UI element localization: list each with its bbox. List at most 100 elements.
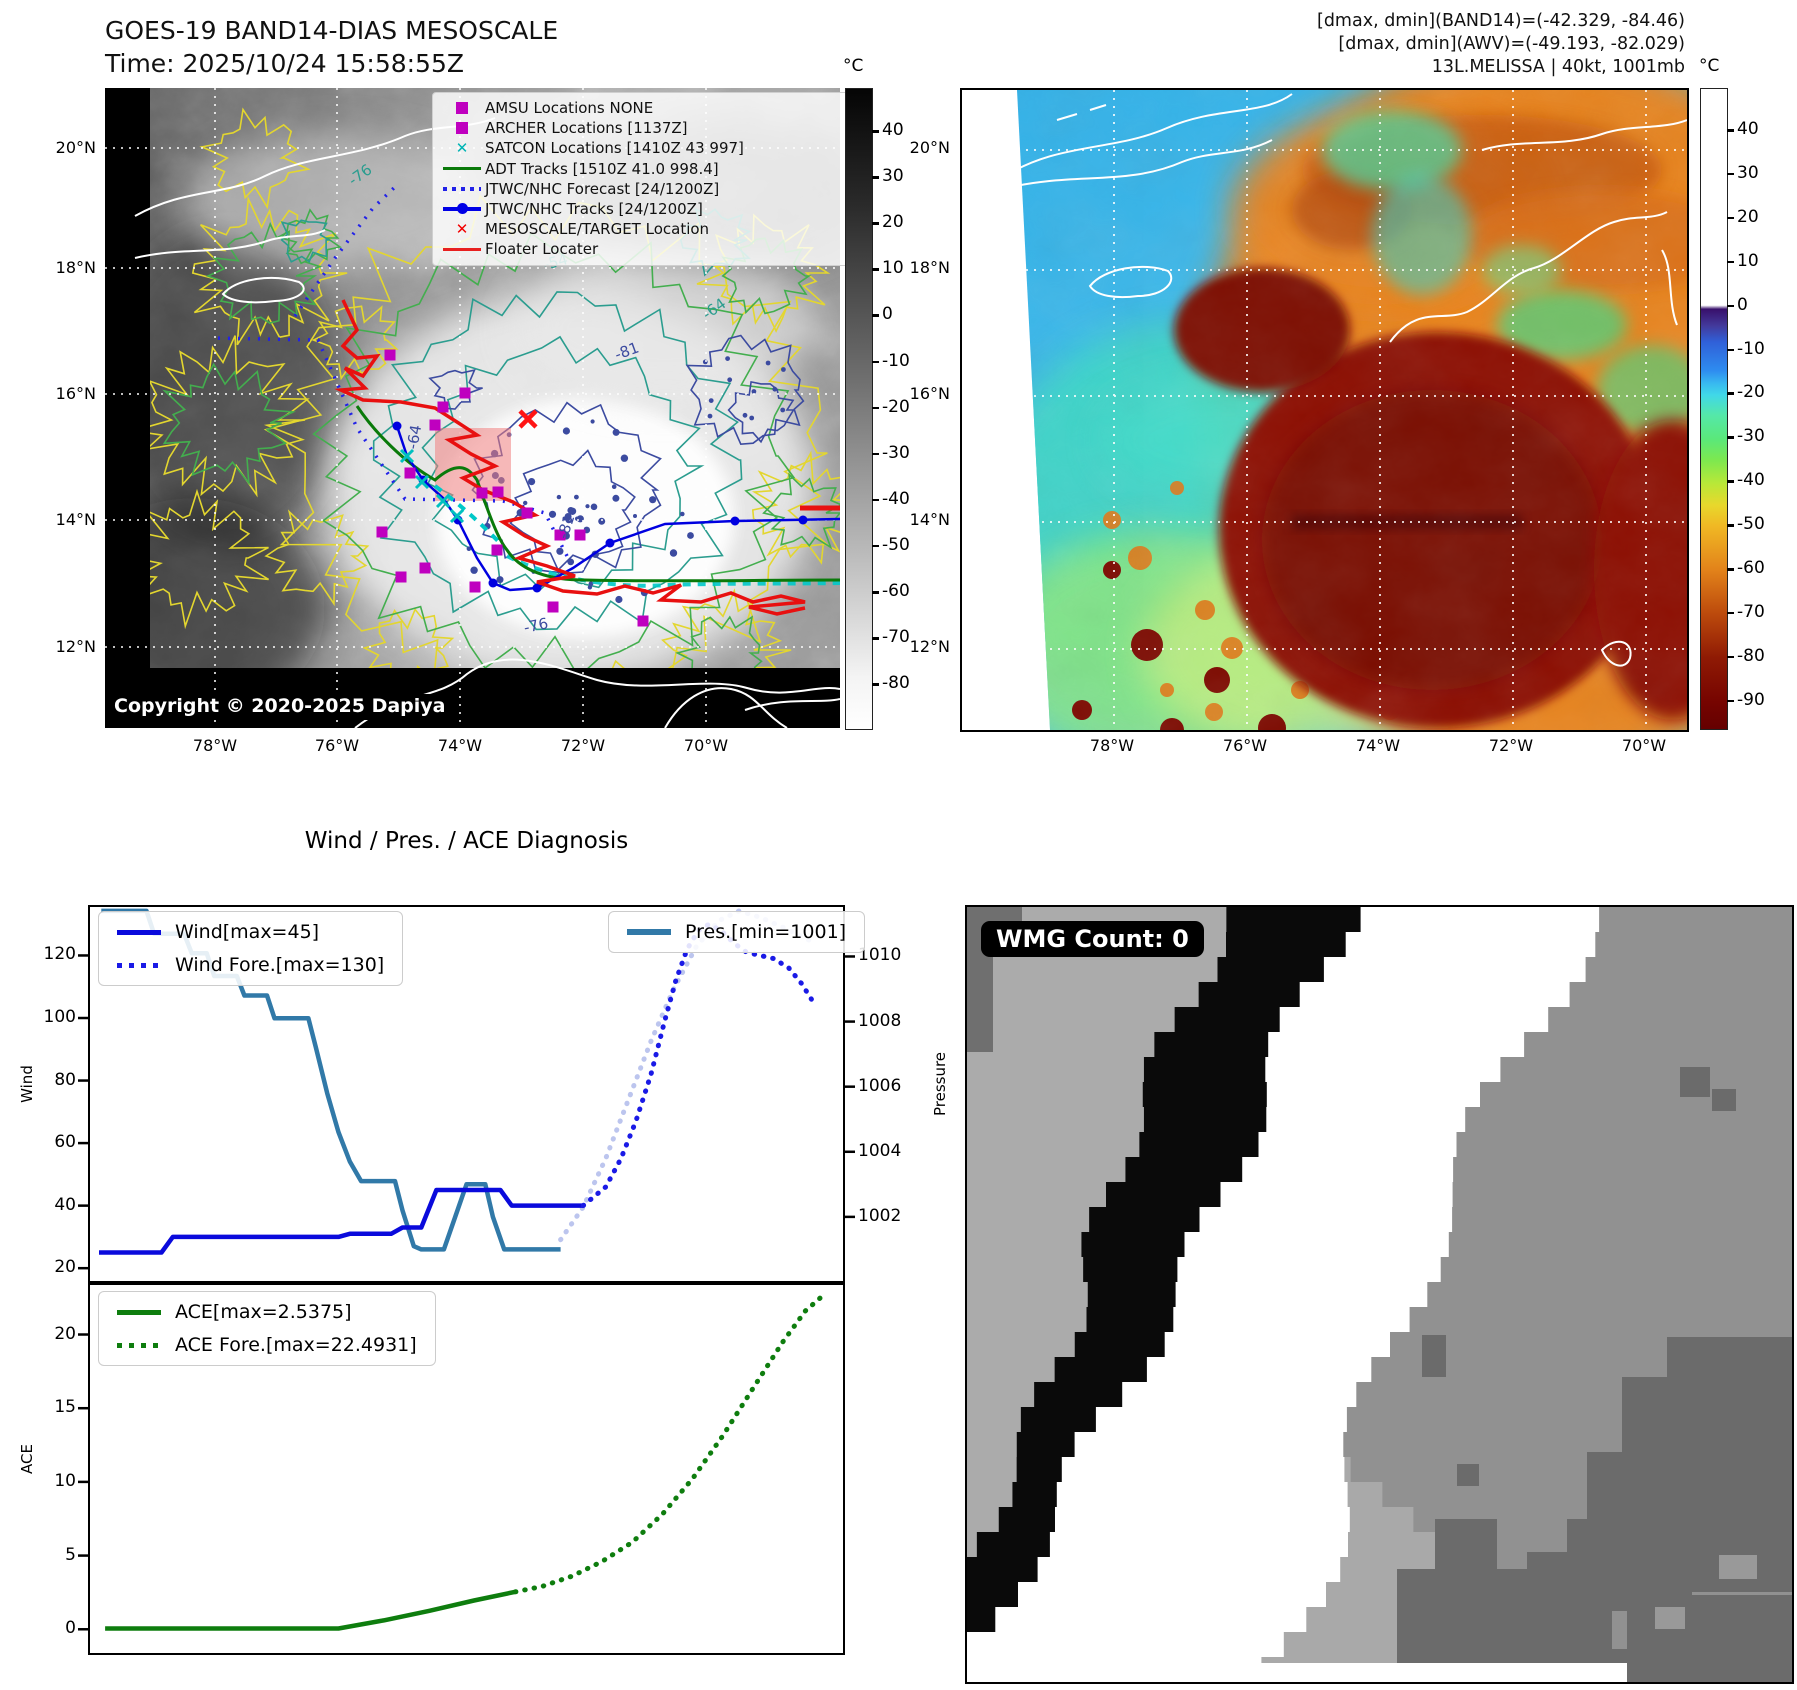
awv-colorbar-tick-label: -70 xyxy=(1737,601,1765,622)
awv-lon-tick: 78°W xyxy=(1089,736,1135,755)
forecast-dotted-line-icon xyxy=(443,187,481,191)
awv-map xyxy=(960,88,1689,732)
legend-item-adt: ADT Tracks [1510Z 41.0 998.4] xyxy=(439,159,846,179)
awv-lon-tick: 70°W xyxy=(1621,736,1667,755)
awv-colorbar-tick-label: -80 xyxy=(1737,645,1765,666)
band14-lon-tick: 70°W xyxy=(683,736,729,755)
awv-lat-tick: 14°N xyxy=(909,510,950,529)
legend-label: Wind[max=45] xyxy=(175,921,320,943)
awv-map-canvas xyxy=(962,90,1688,730)
awv-title-block: [dmax, dmin](BAND14)=(-42.329, -84.46) [… xyxy=(1100,10,1685,79)
satcon-track-2 xyxy=(433,484,502,545)
awv-colorbar-tick-label: -50 xyxy=(1737,514,1765,535)
band14-colorbar-tick-label: -60 xyxy=(882,581,910,601)
ace-forecast-dotted-icon xyxy=(117,1342,161,1348)
coastlines xyxy=(1001,93,1688,667)
band14-colorbar-tick-label: -20 xyxy=(882,396,910,417)
wmg-count-badge: WMG Count: 0 xyxy=(981,921,1204,957)
awv-lat-tick: 16°N xyxy=(909,384,950,403)
awv-lon-tick: 74°W xyxy=(1355,736,1401,755)
band14-lon-tick: 76°W xyxy=(314,736,360,755)
legend-item-ace: ACE[max=2.5375] xyxy=(117,1301,417,1323)
awv-colorbar-tick-label: -40 xyxy=(1737,470,1765,491)
legend-item-wind: Wind[max=45] xyxy=(117,921,384,943)
awv-colorbar-tick-mark xyxy=(1727,611,1734,615)
floater-track xyxy=(334,299,806,616)
pressure-line-icon xyxy=(627,929,671,935)
awv-colorbar xyxy=(1700,88,1728,730)
ace-line-icon xyxy=(117,1309,161,1315)
y-tick-label: 1002 xyxy=(858,1205,902,1226)
awv-colorbar-tick-label: 0 xyxy=(1737,294,1748,315)
band14-colorbar-tick-mark xyxy=(872,591,879,594)
legend-label: JTWC/NHC Forecast [24/1200Z] xyxy=(485,179,720,198)
y-tick-label: 20 xyxy=(54,1257,76,1278)
band14-colorbar-tick-label: 20 xyxy=(882,212,904,233)
band14-colorbar-tick-mark xyxy=(872,452,879,456)
satcon-x-markers xyxy=(399,448,465,524)
pressure-axis-label: Pressure xyxy=(931,1051,949,1117)
band14-colorbar-tick-label: -10 xyxy=(882,350,910,371)
band14-lat-tick: 20°N xyxy=(55,138,96,157)
awv-colorbar-tick-label: -60 xyxy=(1737,558,1765,578)
awv-colorbar-tick-label: -90 xyxy=(1737,689,1765,710)
awv-colorbar-tick-mark xyxy=(1727,480,1734,483)
awv-lat-tick: 20°N xyxy=(909,138,950,157)
y-tick-label: 120 xyxy=(43,944,76,965)
target-x-icon: ✕ xyxy=(455,220,469,239)
legend-item-forecast: JTWC/NHC Forecast [24/1200Z] xyxy=(439,179,846,199)
band14-title: GOES-19 BAND14-DIAS MESOSCALE xyxy=(105,16,559,45)
awv-colorbar-tick-mark xyxy=(1727,172,1734,176)
awv-colorbar-tick-mark xyxy=(1727,655,1734,659)
jtwc-forecast-track-n xyxy=(293,183,399,317)
awv-colorbar-tick-label: 20 xyxy=(1737,206,1759,227)
legend-label: MESOSCALE/TARGET Location xyxy=(485,220,710,239)
legend-label: ACE[max=2.5375] xyxy=(175,1301,352,1323)
legend-label: ADT Tracks [1510Z 41.0 998.4] xyxy=(485,159,719,178)
band14-colorbar-tick-label: 0 xyxy=(882,304,893,325)
band14-colorbar-tick-mark xyxy=(872,268,879,271)
wind-pressure-chart xyxy=(78,905,855,1283)
legend-item-floater: Floater Locater xyxy=(439,239,846,259)
band14-colorbar-tick-mark xyxy=(872,544,879,548)
awv-colorbar-tick-label: -20 xyxy=(1737,382,1765,403)
band14-colorbar-tick-mark xyxy=(872,637,879,640)
y-tick-label: 5 xyxy=(65,1544,76,1565)
awv-colorbar-tick-label: 40 xyxy=(1737,119,1759,139)
legend-label: Floater Locater xyxy=(485,240,599,259)
series-Wind[max=45] xyxy=(99,1187,584,1255)
band14-colorbar-tick-mark xyxy=(872,683,879,686)
series-ACE Fore.[max=22.4931] xyxy=(512,1295,823,1595)
legend-label: SATCON Locations [1410Z 43 997] xyxy=(485,139,744,158)
awv-lon-tick: 76°W xyxy=(1222,736,1268,755)
band14-colorbar-tick-label: 10 xyxy=(882,258,904,279)
adt-line-icon xyxy=(443,166,481,171)
awv-colorbar-tick-mark xyxy=(1727,304,1734,308)
wind-forecast-dotted-icon xyxy=(117,962,161,968)
awv-lat-tick: 12°N xyxy=(909,637,950,656)
band14-colorbar-tick-label: -30 xyxy=(882,442,910,463)
diagnosis-title: Wind / Pres. / ACE Diagnosis xyxy=(304,828,629,854)
wmg-canvas xyxy=(967,907,1792,1682)
awv-title-line: [dmax, dmin](BAND14)=(-42.329, -84.46) xyxy=(1317,11,1685,31)
legend-label: JTWC/NHC Tracks [24/1200Z] xyxy=(485,200,703,219)
awv-imagery xyxy=(1017,90,1687,730)
legend-item-archer: ARCHER Locations [1137Z] xyxy=(439,118,846,138)
awv-colorbar-tick-mark xyxy=(1727,699,1734,703)
floater-line-icon xyxy=(443,247,481,252)
legend-item-target: ✕ MESOSCALE/TARGET Location xyxy=(439,219,846,239)
awv-title-line: 13L.MELISSA | 40kt, 1001mb xyxy=(1431,57,1685,77)
legend-item-wind-fore: Wind Fore.[max=130] xyxy=(117,954,384,976)
band14-colorbar-tick-mark xyxy=(872,130,879,133)
y-tick-label: 1004 xyxy=(858,1140,902,1161)
band14-colorbar-tick-label: 30 xyxy=(882,166,904,187)
track-line-marker-icon xyxy=(443,203,481,214)
awv-title-line: [dmax, dmin](AWV)=(-49.193, -82.029) xyxy=(1338,34,1685,54)
wmg-panel: WMG Count: 0 xyxy=(965,905,1794,1684)
awv-colorbar-tick-mark xyxy=(1727,348,1734,351)
band14-lat-tick: 18°N xyxy=(55,258,96,277)
band14-lon-tick: 78°W xyxy=(192,736,238,755)
legend-item-satcon: ✕ SATCON Locations [1410Z 43 997] xyxy=(439,138,846,158)
pressure-legend: Pres.[min=1001] xyxy=(608,911,866,953)
mesoscale-target-x xyxy=(518,409,538,429)
